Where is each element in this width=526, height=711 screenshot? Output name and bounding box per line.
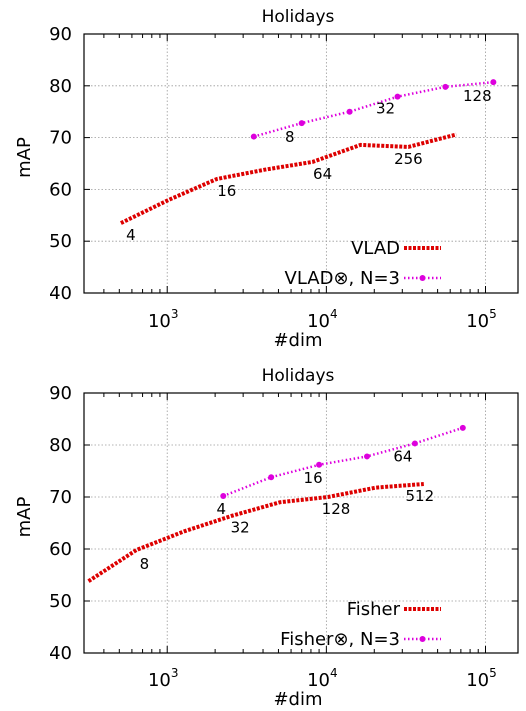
data-label: 16 — [217, 182, 236, 200]
data-label: 8 — [285, 128, 295, 146]
data-point — [363, 453, 370, 460]
legend-swatch — [404, 275, 441, 281]
data-point — [250, 133, 257, 140]
x-tick-label: 103 — [148, 666, 179, 691]
series-line — [87, 482, 424, 583]
y-axis-label-1: mAP — [14, 137, 35, 178]
data-label: 512 — [406, 487, 435, 505]
data-label: 32 — [376, 100, 395, 118]
legend-label-2b: Fisher⊗, N=3 — [280, 629, 400, 650]
legend-swatch — [404, 636, 441, 642]
y-tick-label: 40 — [49, 283, 72, 304]
y-tick-label: 60 — [49, 179, 72, 200]
data-point — [298, 120, 305, 127]
data-label: 128 — [463, 87, 492, 105]
x-tick-label: 103 — [148, 307, 179, 332]
legend-label-1b: VLAD⊗, N=3 — [285, 268, 400, 289]
chart-title-1: Holidays — [262, 7, 335, 27]
data-point — [346, 108, 353, 115]
data-label: 64 — [313, 165, 332, 183]
legend-point — [419, 636, 426, 642]
chart-panel-1: Holidays #dim mAP VLAD VLAD⊗, N=3 40 50 60… — [14, 7, 519, 351]
y-tick-label: 90 — [49, 383, 72, 404]
data-point — [411, 440, 418, 447]
legend-label-1a: VLAD — [351, 238, 400, 259]
plot-frame-1 — [83, 33, 519, 294]
y-tick-label: 70 — [49, 128, 72, 149]
data-point — [268, 474, 275, 481]
x-axis-label-1: #dim — [273, 330, 322, 351]
data-label: 16 — [304, 469, 323, 487]
x-tick-label: 105 — [466, 666, 497, 691]
data-label: 4 — [126, 226, 136, 244]
series-line — [253, 80, 494, 138]
grid-2 — [84, 393, 518, 653]
data-point — [394, 93, 401, 100]
data-point — [459, 424, 466, 431]
data-label: 64 — [393, 447, 412, 465]
y-tick-label: 50 — [49, 231, 72, 252]
series-line — [120, 132, 457, 225]
x-tick-label: 105 — [466, 307, 497, 332]
series-1-1: 4 16 64 256 — [120, 132, 457, 244]
chart-panel-2: Holidays #dim mAP Fisher Fisher⊗, N=3 40… — [14, 366, 519, 710]
y-tick-label: 80 — [49, 76, 72, 97]
y-tick-label: 80 — [49, 435, 72, 456]
series-line — [222, 426, 464, 498]
y-axis-label-2: mAP — [14, 497, 35, 538]
x-axis-label-2: #dim — [273, 689, 322, 710]
y-tick-label: 50 — [49, 591, 72, 612]
y-tick-label: 40 — [49, 643, 72, 664]
y-tick-label: 60 — [49, 539, 72, 560]
legend-point — [419, 275, 426, 281]
data-label: 4 — [216, 500, 226, 518]
legend-label-2a: Fisher — [347, 599, 401, 620]
data-point — [220, 492, 227, 499]
series-2-2: 4 16 64 — [216, 424, 466, 518]
series-1-2: 8 32 128 — [250, 79, 497, 146]
data-point — [442, 83, 449, 90]
data-point — [490, 79, 497, 86]
series-2-1: 8 32 128 512 — [87, 482, 435, 583]
data-label: 32 — [231, 519, 250, 537]
data-label: 128 — [322, 500, 351, 518]
plot-frame-2 — [83, 392, 519, 654]
data-point — [316, 461, 323, 468]
y-tick-label: 70 — [49, 487, 72, 508]
data-label: 8 — [140, 555, 150, 573]
y-tick-label: 90 — [49, 24, 72, 45]
x-tick-label: 104 — [307, 307, 338, 332]
data-label: 256 — [394, 150, 423, 168]
chart-title-2: Holidays — [262, 366, 335, 386]
x-tick-label: 104 — [307, 666, 338, 691]
